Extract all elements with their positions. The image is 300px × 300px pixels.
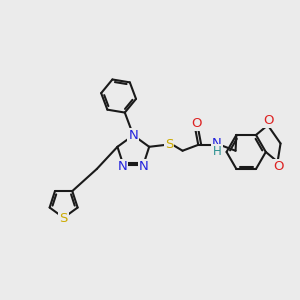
Text: N: N bbox=[212, 137, 222, 150]
Text: N: N bbox=[128, 129, 138, 142]
Text: N: N bbox=[118, 160, 128, 173]
Text: S: S bbox=[59, 212, 68, 225]
Text: S: S bbox=[165, 138, 173, 151]
Text: O: O bbox=[273, 160, 284, 173]
Text: H: H bbox=[212, 145, 221, 158]
Text: O: O bbox=[191, 117, 202, 130]
Text: O: O bbox=[263, 114, 274, 127]
Text: N: N bbox=[139, 160, 149, 173]
